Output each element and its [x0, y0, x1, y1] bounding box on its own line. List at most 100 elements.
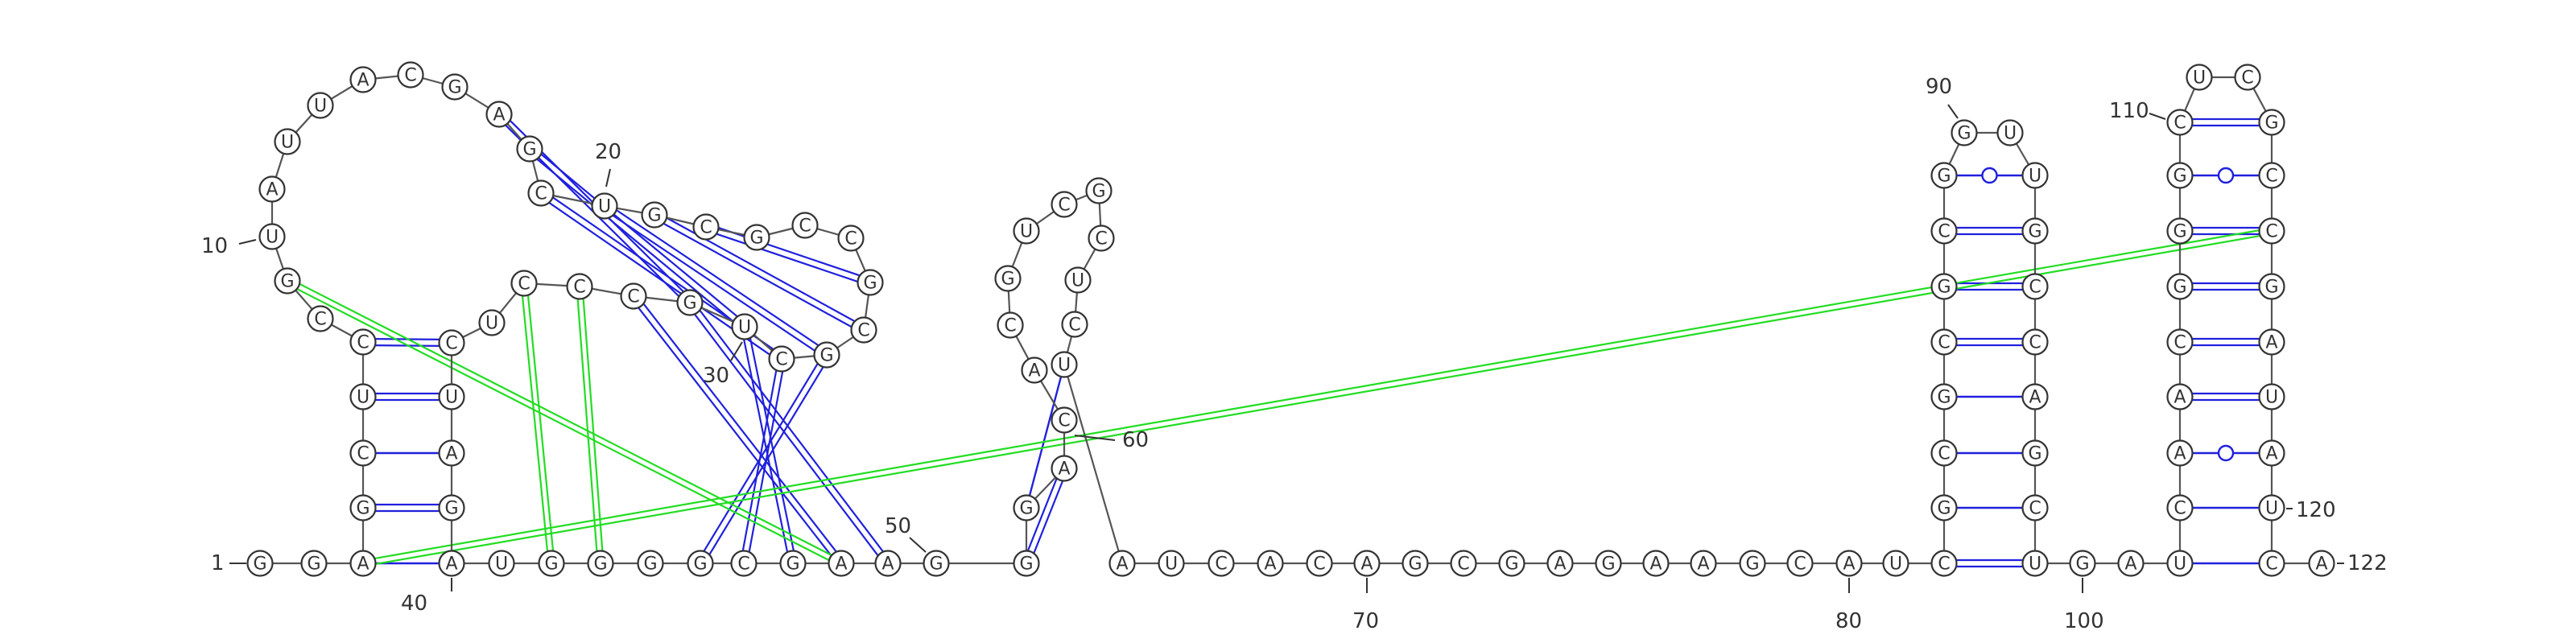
- nucleotide: C: [997, 311, 1024, 339]
- nucleotide: U: [591, 192, 618, 220]
- nucleotide-letter: A: [445, 554, 457, 575]
- nucleotide-circle: [591, 192, 618, 220]
- nucleotide-letter: A: [1264, 554, 1276, 575]
- nucleotide: G: [641, 201, 668, 229]
- nucleotide-circle: [1690, 550, 1717, 577]
- nucleotide-circle: [2166, 217, 2194, 245]
- nucleotide-letter: A: [2265, 444, 2277, 464]
- position-label: 50: [885, 514, 927, 553]
- nucleotide-circle: [1595, 550, 1622, 577]
- nucleotide-circle: [1996, 119, 2024, 146]
- nucleotide: C: [2258, 550, 2285, 577]
- nucleotide: G: [2258, 109, 2285, 136]
- base-pair-line: [741, 327, 791, 565]
- nucleotide: A: [2117, 550, 2145, 577]
- nucleotide: G: [1498, 550, 1525, 577]
- nucleotide-circle: [307, 305, 334, 332]
- nucleotide: A: [438, 439, 465, 467]
- nucleotide-circle: [1450, 550, 1477, 577]
- nucleotide-circle: [2308, 550, 2335, 577]
- nucleotide-circle: [527, 179, 555, 207]
- nucleotide: G: [538, 550, 565, 577]
- nucleotide-letter: G: [448, 78, 461, 98]
- base-pair-line: [1028, 469, 1068, 565]
- nucleotide-circle: [2021, 550, 2049, 577]
- nucleotide-circle: [300, 550, 328, 577]
- nucleotide-letter: U: [2265, 499, 2278, 519]
- nucleotide-letter: C: [1938, 554, 1950, 575]
- pseudoknot-pair-line: [581, 286, 605, 563]
- nucleotide: A: [2258, 328, 2285, 356]
- nucleotide-circle: [2166, 439, 2194, 467]
- nucleotide-circle: [1642, 550, 1670, 577]
- nucleotide-circle: [2166, 109, 2194, 136]
- nucleotide: U: [349, 383, 377, 410]
- nucleotide-letter: C: [1058, 196, 1070, 216]
- nucleotide-circle: [2258, 494, 2285, 521]
- position-number: 20: [595, 140, 621, 164]
- nucleotide: U: [1051, 351, 1078, 378]
- nucleotide-letter: U: [314, 97, 327, 117]
- nucleotide-circle: [1930, 550, 1958, 577]
- nucleotide-circle: [1061, 311, 1088, 338]
- nucleotide: G: [1402, 550, 1429, 577]
- nucleotide-letter: A: [881, 554, 894, 575]
- nucleotide-circle: [1085, 177, 1113, 204]
- nucleotide-letter: C: [1058, 411, 1070, 431]
- wobble-pair-marker: [1981, 167, 1998, 184]
- nucleotide-letter: G: [819, 346, 833, 366]
- nucleotide: A: [1051, 455, 1078, 482]
- nucleotide-circle: [510, 270, 538, 297]
- nucleotide: C: [2021, 328, 2049, 356]
- nucleotide-circle: [1930, 494, 1958, 521]
- nucleotide-letter: G: [1019, 554, 1033, 575]
- nucleotide-circle: [768, 345, 795, 373]
- nucleotide-circle: [441, 73, 469, 101]
- nucleotide-circle: [1786, 550, 1814, 577]
- nucleotide: C: [791, 212, 819, 239]
- nucleotide-letter: U: [2174, 554, 2186, 575]
- nucleotide-letter: A: [493, 105, 505, 126]
- nucleotide-letter: G: [2173, 278, 2186, 298]
- nucleotide: G: [516, 135, 543, 163]
- nucleotide-letter: C: [357, 333, 369, 353]
- nucleotide-circle: [2021, 494, 2049, 521]
- nucleotide-letter: U: [738, 318, 751, 338]
- nucleotide: A: [1546, 550, 1574, 577]
- nucleotide: U: [438, 383, 465, 410]
- nucleotide-letter: G: [693, 554, 707, 575]
- nucleotide-letter: A: [2174, 444, 2186, 464]
- nucleotide-letter: C: [1004, 316, 1016, 336]
- nucleotide-circle: [2258, 383, 2285, 410]
- nucleotide: A: [1353, 550, 1381, 577]
- nucleotide-letter: G: [1092, 182, 1105, 202]
- nucleotide: U: [2258, 383, 2285, 410]
- nucleotide: U: [1882, 550, 1909, 577]
- pseudoknot-pair-line: [362, 227, 2272, 562]
- wobble-pair-marker: [2217, 167, 2235, 184]
- nucleotide-circle: [349, 66, 377, 93]
- nucleotide-letter: A: [2174, 388, 2186, 408]
- nucleotide: G: [2166, 217, 2194, 245]
- nucleotide: G: [813, 341, 840, 369]
- base-pair-line: [1025, 364, 1066, 509]
- position-label: 1: [211, 551, 246, 575]
- nucleotide-letter: U: [2004, 124, 2017, 144]
- nucleotide-circle: [274, 267, 301, 295]
- nucleotide-letter: C: [2265, 554, 2277, 575]
- position-label: 90: [1926, 75, 1959, 119]
- nucleotide-letter: G: [280, 272, 294, 292]
- nucleotide: C: [2021, 273, 2049, 300]
- nucleotide: G: [349, 494, 377, 521]
- position-tick: [909, 537, 927, 553]
- nucleotide: G: [1013, 494, 1040, 521]
- nucleotide: U: [488, 550, 515, 577]
- nucleotide-circle: [1739, 550, 1766, 577]
- nucleotide-letter: U: [281, 133, 294, 153]
- nucleotide-circle: [349, 383, 377, 410]
- nucleotide: C: [1786, 550, 1814, 577]
- base-pair-line: [605, 202, 829, 353]
- nucleotide-circle: [587, 550, 614, 577]
- nucleotide-circle: [2166, 162, 2194, 189]
